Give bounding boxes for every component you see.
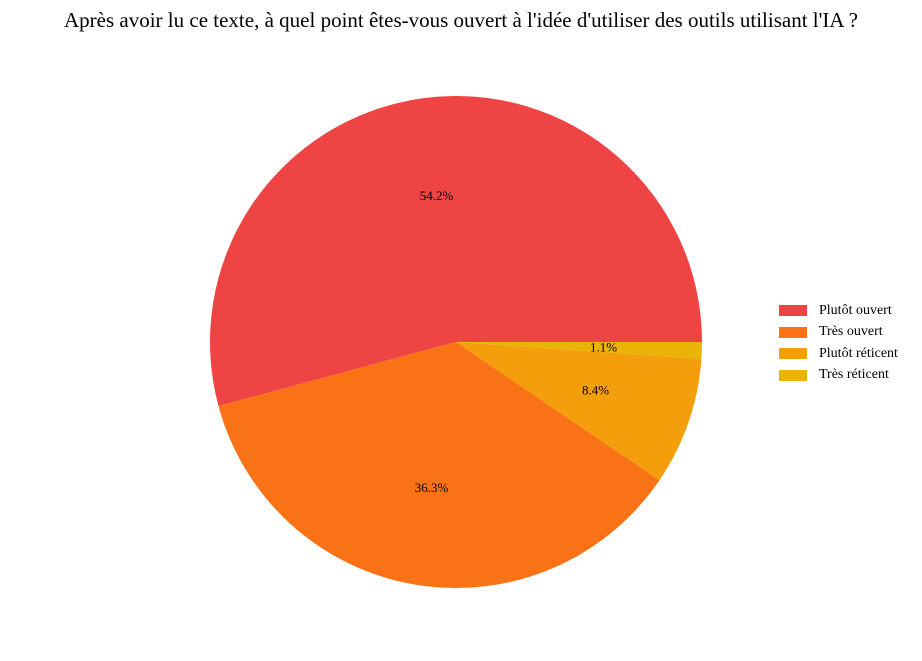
legend-item-3: Plutôt réticent xyxy=(779,343,898,365)
pie-slice-4 xyxy=(456,342,702,359)
legend: Plutôt ouvert Très ouvert Plutôt réticent T… xyxy=(779,300,898,386)
slice-label-4: 1.1% xyxy=(590,340,617,355)
legend-swatch xyxy=(779,305,807,317)
legend-label: Plutôt réticent xyxy=(819,345,898,361)
slice-label-1: 54.2% xyxy=(420,188,454,203)
legend-label: Très réticent xyxy=(819,367,889,383)
legend-swatch xyxy=(779,369,807,381)
legend-label: Plutôt ouvert xyxy=(819,302,892,318)
chart-title: Après avoir lu ce texte, à quel point êt… xyxy=(64,8,858,32)
legend-swatch xyxy=(779,348,807,360)
legend-item-2: Très ouvert xyxy=(779,322,898,344)
pie-slice-2 xyxy=(218,342,660,588)
legend-label: Très ouvert xyxy=(819,324,883,340)
slice-label-2: 36.3% xyxy=(415,480,449,495)
legend-item-4: Très réticent xyxy=(779,365,898,387)
slice-label-3: 8.4% xyxy=(582,383,609,398)
pie-slice-3 xyxy=(456,342,702,481)
legend-swatch xyxy=(779,326,807,338)
pie-slice-1 xyxy=(209,95,702,407)
legend-item-1: Plutôt ouvert xyxy=(779,300,898,322)
